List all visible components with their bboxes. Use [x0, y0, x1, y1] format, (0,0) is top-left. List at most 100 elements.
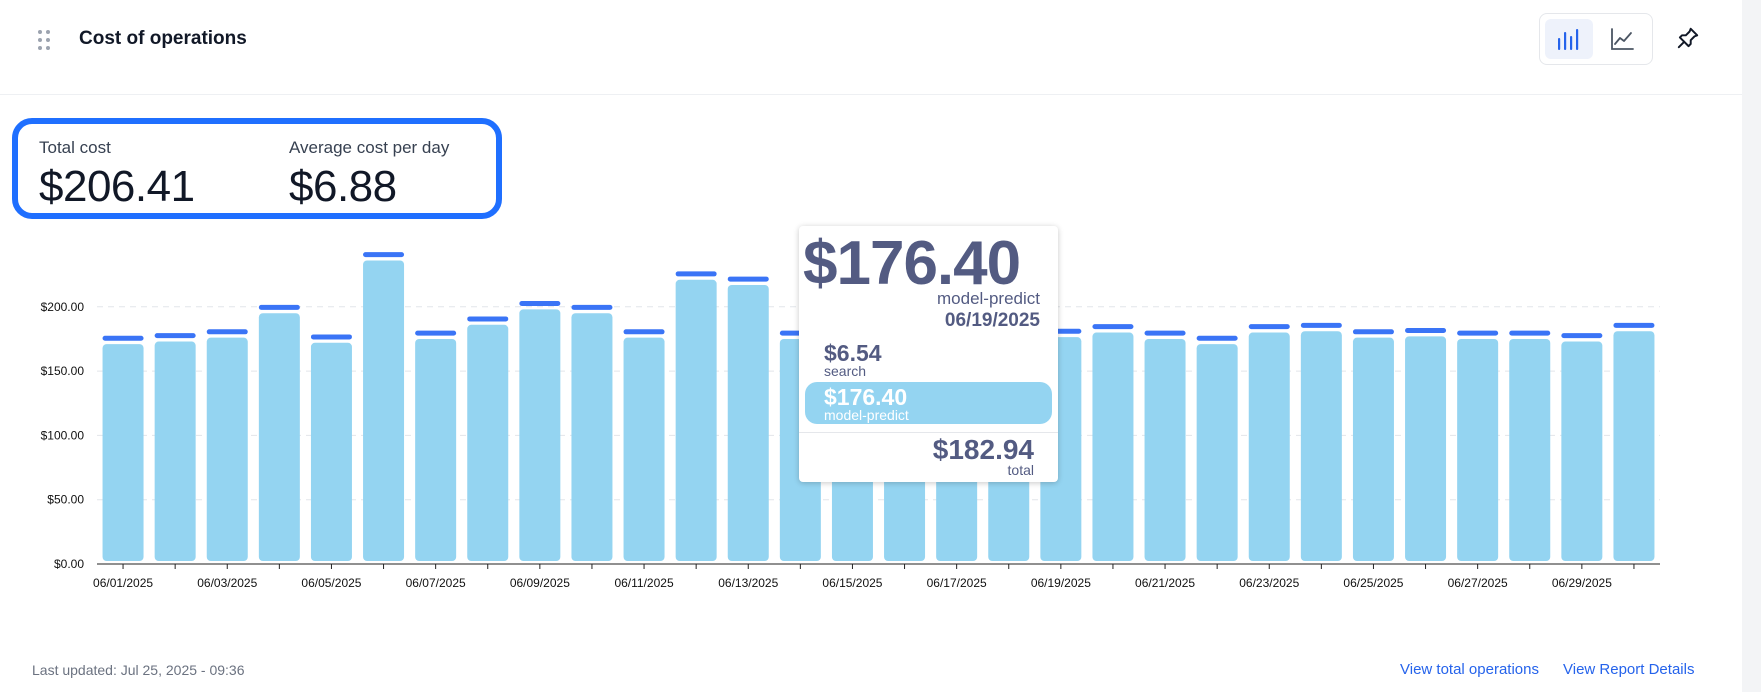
total-cost-value: $206.41: [39, 162, 195, 211]
bar-model-predict: [519, 309, 561, 561]
bar-model-predict: [1457, 338, 1499, 561]
x-tick-label: 06/05/2025: [301, 576, 361, 590]
bar-search: [363, 252, 405, 258]
bar-search: [467, 316, 509, 322]
bar-model-predict: [467, 324, 509, 561]
average-cost-metric: Average cost per day $6.88: [289, 138, 449, 212]
chart-type-toggle: [1539, 13, 1653, 65]
bar-model-predict: [1405, 336, 1447, 561]
bar-model-predict: [1352, 337, 1394, 561]
bar-search: [727, 276, 769, 282]
bar-search: [102, 335, 144, 341]
bar-search: [258, 304, 300, 310]
x-tick-label: 06/23/2025: [1239, 576, 1299, 590]
scrollbar[interactable]: [1742, 0, 1761, 692]
bar-search: [1561, 333, 1603, 339]
x-tick-label: 06/11/2025: [614, 576, 673, 590]
bar-model-predict: [206, 337, 248, 561]
tooltip-headline-series: model-predict: [937, 289, 1040, 308]
bar-search: [1248, 324, 1290, 330]
y-tick-label: $50.00: [47, 493, 84, 507]
y-tick-label: $150.00: [41, 364, 85, 378]
bar-model-predict: [102, 344, 144, 561]
tooltip-row-name: search: [824, 363, 867, 379]
bar-search: [623, 329, 665, 335]
bar-search: [1405, 328, 1447, 334]
bar-search: [1092, 324, 1134, 330]
tooltip-row-name: model-predict: [824, 407, 909, 423]
bar-model-predict: [310, 342, 352, 561]
bar-search: [571, 304, 613, 310]
bar-model-predict: [1092, 332, 1134, 561]
cost-bar-chart: $0.00 $50.00 $100.00 $150.00 $200.00 06/01/20…: [41, 252, 1660, 590]
tooltip-row-value: $176.40: [824, 384, 908, 410]
bar-model-predict: [258, 313, 300, 561]
bar-search: [154, 333, 196, 339]
bar-model-predict: [1561, 341, 1603, 561]
chart-tooltip: $176.40 model-predict 06/19/2025 $6.54 s…: [799, 226, 1058, 482]
x-tick-label: 06/17/2025: [927, 576, 987, 590]
bar-search: [675, 271, 717, 277]
x-tick-label: 06/29/2025: [1552, 576, 1612, 590]
tooltip-headline-value: $176.40: [803, 229, 1021, 298]
bar-model-predict: [415, 338, 457, 561]
bar-model-predict: [623, 337, 665, 561]
x-tick-label: 06/01/2025: [93, 576, 153, 590]
tooltip-total-label: total: [1007, 462, 1034, 478]
line-chart-view-button[interactable]: [1598, 19, 1646, 59]
bar-model-predict: [727, 284, 769, 561]
x-tick-label: 06/15/2025: [822, 576, 882, 590]
tooltip-total-value: $182.94: [932, 434, 1034, 465]
widget-header: Cost of operations: [0, 0, 1742, 95]
bar-chart-icon: [1558, 29, 1579, 50]
cost-summary-box: Total cost $206.41 Average cost per day …: [12, 118, 502, 219]
bar-search: [206, 329, 248, 335]
x-tick-label: 06/13/2025: [718, 576, 778, 590]
y-tick-label: $200.00: [41, 300, 85, 314]
x-tick-label: 06/27/2025: [1448, 576, 1508, 590]
average-cost-label: Average cost per day: [289, 138, 450, 157]
widget-title: Cost of operations: [79, 28, 247, 49]
bar-model-predict: [1509, 338, 1551, 561]
x-tick-label: 06/07/2025: [406, 576, 466, 590]
bar-search: [519, 301, 561, 307]
tooltip-row-model-predict: $176.40 model-predict: [805, 382, 1052, 424]
pin-icon: [1677, 27, 1699, 49]
pin-button[interactable]: [1672, 22, 1704, 54]
bar-model-predict: [1248, 332, 1290, 561]
drag-handle-icon[interactable]: [38, 30, 52, 50]
last-updated-text: Last updated: Jul 25, 2025 - 09:36: [32, 662, 245, 678]
x-tick-label: 06/25/2025: [1343, 576, 1403, 590]
bar-model-predict: [675, 279, 717, 561]
tooltip-row-search: $6.54 search: [805, 338, 1052, 380]
y-tick-label: $0.00: [54, 557, 84, 571]
y-tick-label: $100.00: [41, 428, 85, 442]
bar-model-predict: [1300, 331, 1342, 561]
bar-search: [1196, 335, 1238, 341]
tooltip-divider: [799, 432, 1058, 433]
average-cost-value: $6.88: [289, 162, 397, 211]
x-tick-label: 06/21/2025: [1135, 576, 1195, 590]
bar-model-predict: [363, 260, 405, 561]
bar-model-predict: [1196, 344, 1238, 561]
tooltip-row-value: $6.54: [824, 340, 882, 366]
x-tick-label: 06/03/2025: [197, 576, 257, 590]
bar-search: [1509, 330, 1551, 336]
bar-chart-view-button[interactable]: [1545, 19, 1593, 59]
bar-model-predict: [1613, 331, 1655, 561]
view-total-operations-link[interactable]: View total operations: [1400, 661, 1539, 678]
x-tick-label: 06/09/2025: [510, 576, 570, 590]
x-tick-label: 06/19/2025: [1031, 576, 1091, 590]
bar-search: [1352, 329, 1394, 335]
bar-model-predict: [154, 341, 196, 561]
bar-search: [1300, 322, 1342, 328]
bar-model-predict: [571, 313, 613, 561]
bar-search: [415, 330, 457, 336]
bar-search: [310, 334, 352, 340]
bar-search: [1613, 322, 1655, 328]
view-report-details-link[interactable]: View Report Details: [1563, 661, 1695, 678]
tooltip-date: 06/19/2025: [944, 310, 1040, 331]
bar-model-predict: [1144, 338, 1186, 561]
bar-search: [1144, 330, 1186, 336]
bar-search: [1457, 330, 1499, 336]
